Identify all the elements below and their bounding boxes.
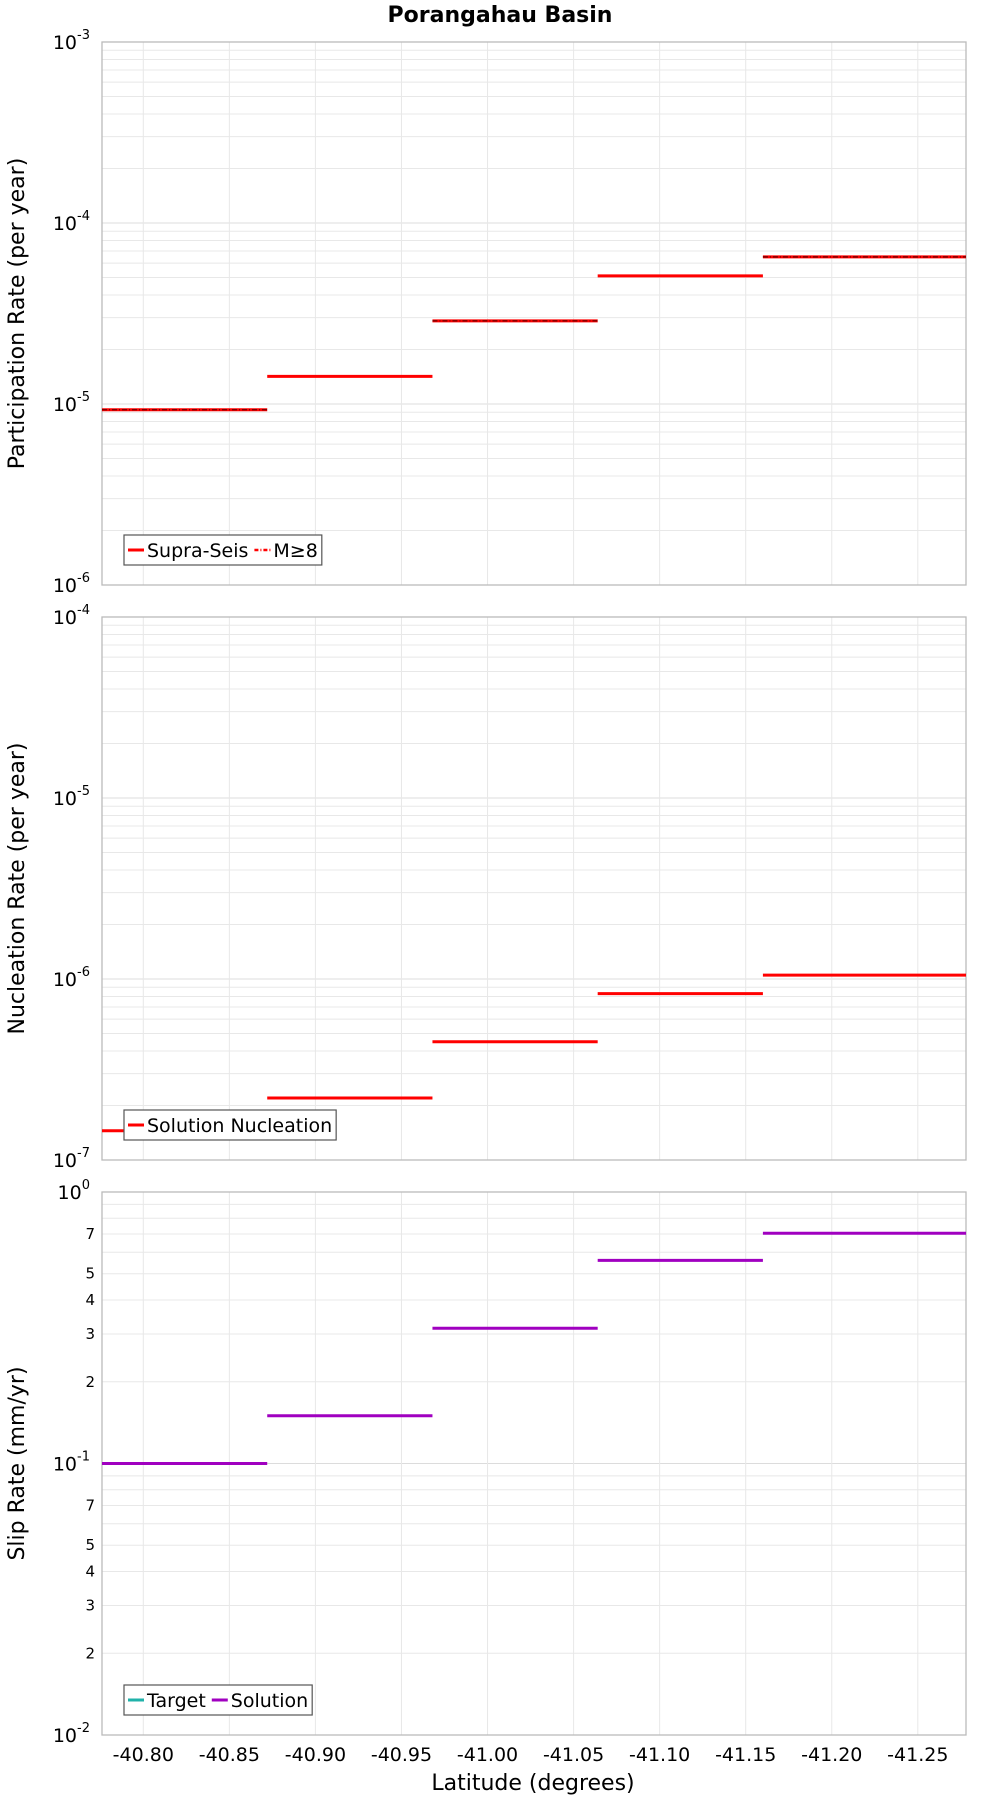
plot-frame — [101, 616, 967, 1161]
y-tick-label: 10-5 — [53, 784, 90, 810]
legend-label: Target — [146, 1690, 206, 1712]
y-minor-tick-label: 3 — [85, 1596, 95, 1614]
y-minor-tick-label: 4 — [85, 1563, 95, 1581]
y-minor-tick-label: 5 — [85, 1265, 95, 1283]
y-tick-label: 10-1 — [53, 1450, 90, 1476]
x-tick-label: -40.95 — [371, 1744, 432, 1766]
y-axis-title: Slip Rate (mm/yr) — [5, 1366, 30, 1560]
plot-frame — [101, 41, 967, 586]
legend-label: Supra-Seis — [147, 540, 248, 562]
y-tick-label: 10-6 — [53, 571, 90, 597]
y-minor-tick-label: 7 — [85, 1497, 95, 1515]
y-tick-label: 10-4 — [53, 209, 90, 235]
legend-label: M≥8 — [273, 540, 317, 562]
legend-box — [123, 534, 323, 566]
legend-box — [123, 1109, 337, 1141]
y-tick-label: 100 — [58, 1178, 90, 1204]
x-tick-label: -41.00 — [457, 1744, 518, 1766]
x-axis: -40.80 -40.85 -40.90 -40.95 -41.00 -41.05 -41.… — [113, 1744, 949, 1766]
legend: Supra-Seis M≥8 — [123, 534, 323, 566]
y-tick-label: 10-2 — [53, 1721, 90, 1747]
y-minor-tick-label: 2 — [85, 1644, 95, 1662]
x-tick-label: -41.25 — [887, 1744, 948, 1766]
x-tick-label: -40.80 — [113, 1744, 174, 1766]
y-tick-label: 10-5 — [53, 390, 90, 416]
legend: Solution Nucleation — [123, 1109, 337, 1141]
y-axis-title: Nucleation Rate (per year) — [5, 743, 30, 1035]
y-minor-tick-label: 4 — [85, 1291, 95, 1309]
x-tick-label: -41.10 — [629, 1744, 690, 1766]
x-tick-label: -41.05 — [543, 1744, 604, 1766]
x-tick-label: -41.20 — [801, 1744, 862, 1766]
x-axis-title: Latitude (degrees) — [431, 1771, 634, 1796]
y-axis-title: Participation Rate (per year) — [5, 158, 30, 470]
y-tick-label: 10-7 — [53, 1146, 90, 1172]
x-tick-label: -40.90 — [285, 1744, 346, 1766]
y-minor-tick-label: 7 — [85, 1225, 95, 1243]
y-minor-tick-label: 3 — [85, 1325, 95, 1343]
panel-2: 10-4 10-5 10-6 10-7 Nucleation Rate (per yea… — [5, 603, 967, 1172]
y-tick-label: 10-3 — [53, 28, 90, 54]
legend-label: Solution — [231, 1690, 308, 1712]
y-tick-label: 10-4 — [53, 603, 90, 629]
panel-3: 100 10-1 10-2 7 5 4 3 2 7 5 4 3 2 Slip Rate (mm/yr) Ta… — [5, 1178, 967, 1747]
x-tick-label: -40.85 — [199, 1744, 260, 1766]
chart-title: Porangahau Basin — [388, 3, 613, 28]
legend-label: Solution Nucleation — [147, 1115, 332, 1137]
y-minor-tick-label: 5 — [85, 1536, 95, 1554]
y-minor-tick-label: 2 — [85, 1373, 95, 1391]
y-tick-label: 10-6 — [53, 965, 90, 991]
legend: Target Solution — [123, 1684, 313, 1716]
x-tick-label: -41.15 — [715, 1744, 776, 1766]
panel-1: 10-3 10-4 10-5 10-6 Participation Rate (per … — [5, 28, 967, 597]
